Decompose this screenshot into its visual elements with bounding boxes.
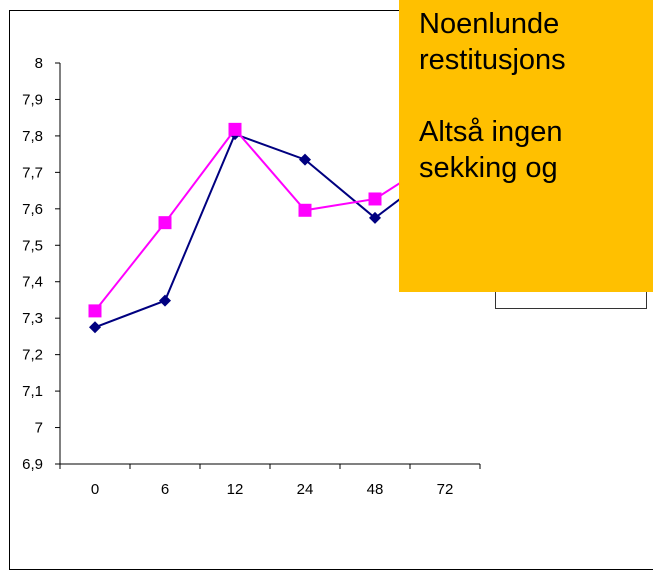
series-1-line bbox=[94, 132, 446, 329]
series-1-point bbox=[159, 294, 171, 307]
x-tick-labels: 0 6 12 24 48 72 bbox=[91, 481, 454, 498]
series-2-point bbox=[228, 122, 242, 136]
x-tick-label: 6 bbox=[161, 481, 169, 498]
series-1-point bbox=[369, 211, 381, 224]
series-2-point bbox=[158, 216, 172, 230]
y-tick-labels: 6,9 7 7,1 7,2 7,3 7,4 7,5 7,6 7,7 7,8 7,9 8 bbox=[22, 55, 43, 473]
callout-line-2: restitusjons bbox=[419, 44, 566, 76]
series-1-point bbox=[89, 321, 101, 334]
y-tick-label: 7,4 bbox=[22, 274, 43, 291]
y-tick-label: 7,7 bbox=[22, 164, 43, 181]
series-2-line bbox=[94, 127, 446, 312]
y-tick-label: 8 bbox=[35, 55, 43, 72]
callout-box: Noenlunde restitusjons Altså ingen sekki… bbox=[399, 0, 653, 292]
series-2-point bbox=[298, 203, 312, 217]
series-layer bbox=[88, 122, 452, 334]
series-2-point bbox=[368, 192, 382, 206]
y-tick-label: 6,9 bbox=[22, 456, 43, 473]
y-tick-label: 7,6 bbox=[22, 201, 43, 218]
x-tick-label: 0 bbox=[91, 481, 99, 498]
y-tick-label: 7,1 bbox=[22, 383, 43, 400]
y-tick-label: 7,8 bbox=[22, 128, 43, 145]
callout-line-4: sekking og bbox=[419, 152, 558, 184]
x-tick-label: 48 bbox=[367, 481, 384, 498]
y-tick-label: 7,2 bbox=[22, 347, 43, 364]
x-tick-label: 24 bbox=[297, 481, 314, 498]
series-1-point bbox=[299, 153, 311, 166]
y-tick-label: 7,9 bbox=[22, 91, 43, 108]
x-tick-label: 72 bbox=[437, 481, 454, 498]
series-2-point bbox=[88, 304, 102, 318]
y-tick-label: 7 bbox=[35, 420, 43, 437]
x-tick-label: 12 bbox=[227, 481, 244, 498]
y-tick-label: 7,5 bbox=[22, 237, 43, 254]
y-tick-label: 7,3 bbox=[22, 310, 43, 327]
callout-line-1: Noenlunde bbox=[419, 8, 560, 40]
callout-line-3: Altså ingen bbox=[419, 116, 563, 148]
axes bbox=[55, 62, 481, 469]
